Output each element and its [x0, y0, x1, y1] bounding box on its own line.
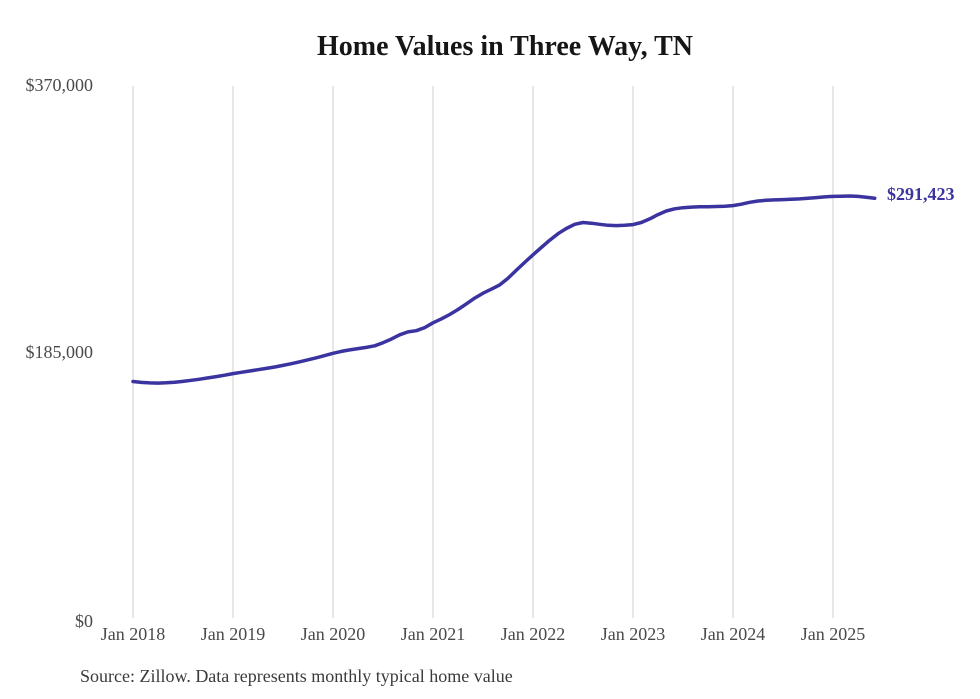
x-tick-label: Jan 2018 [101, 624, 166, 644]
home-value-line [131, 194, 877, 385]
current-value-label: $291,423 [887, 184, 955, 204]
y-tick-label-370000: $370,000 [26, 75, 94, 95]
x-tick-label: Jan 2019 [201, 624, 266, 644]
y-axis: $370,000 $185,000 $0 [26, 75, 94, 631]
x-axis-labels: Jan 2018 Jan 2019 Jan 2020 Jan 2021 Jan 2022… [101, 624, 866, 644]
x-tick-label: Jan 2020 [301, 624, 366, 644]
x-tick-label: Jan 2021 [401, 624, 466, 644]
x-tick-label: Jan 2023 [601, 624, 666, 644]
source-note: Source: Zillow. Data represents monthly … [80, 666, 513, 686]
y-tick-label-0: $0 [75, 611, 93, 631]
x-tick-label: Jan 2025 [801, 624, 866, 644]
chart-title: Home Values in Three Way, TN [317, 31, 693, 62]
x-tick-label: Jan 2022 [501, 624, 566, 644]
gridlines [132, 86, 834, 618]
x-tick-label: Jan 2024 [701, 624, 766, 644]
y-tick-label-185000: $185,000 [26, 342, 94, 362]
